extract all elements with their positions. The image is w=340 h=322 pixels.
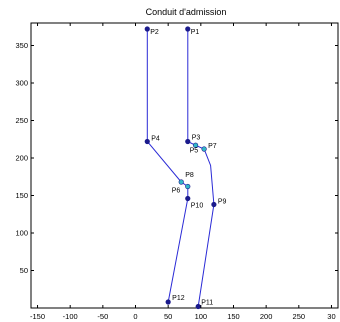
- point-label-p4: P4: [151, 136, 160, 143]
- y-tick-label: 100: [15, 229, 28, 238]
- point-label-p11: P11: [201, 300, 213, 307]
- x-tick-label: 250: [293, 312, 306, 321]
- y-tick-label: 50: [20, 266, 28, 275]
- axis-layer: -150 -100 -50 0 50 100 150 200 250 30 50 100 150 200 2…: [15, 23, 338, 321]
- x-tick-label: 30: [327, 312, 335, 321]
- x-tick-label: 150: [227, 312, 240, 321]
- y-tick-label: 300: [15, 79, 28, 88]
- x-tick-label: 100: [195, 312, 208, 321]
- x-tick-label: -100: [63, 312, 78, 321]
- plot-area: [30, 22, 339, 309]
- point-label-p12: P12: [172, 295, 185, 302]
- point-marker-p2: [144, 26, 150, 32]
- point-marker-p4: [144, 138, 150, 145]
- y-tick-label: 250: [15, 116, 28, 125]
- point-marker-p10: [185, 195, 191, 202]
- x-tick-label: -150: [30, 312, 45, 321]
- marker-layer: P1 P2 P3 P4 P5 P7 P8 P6 P10 P9 P12 P11: [144, 26, 227, 310]
- point-label-p7: P7: [208, 143, 217, 150]
- point-marker-p11: [195, 303, 201, 310]
- x-tick-label: -50: [97, 312, 108, 321]
- chart-title: Conduit d'admission: [146, 7, 227, 17]
- point-label-p10: P10: [191, 203, 204, 210]
- series-line-1: [146, 29, 189, 303]
- y-tick-label: 150: [15, 191, 28, 200]
- point-marker-p12: [165, 299, 171, 305]
- point-label-p9: P9: [218, 199, 227, 206]
- point-label-p3: P3: [192, 135, 201, 142]
- point-label-p8: P8: [185, 172, 194, 179]
- point-marker-p3: [185, 138, 191, 145]
- point-marker-p6: [185, 183, 191, 190]
- point-marker-p5: [193, 142, 199, 148]
- point-label-p5: P5: [190, 147, 199, 154]
- point-marker-p7: [201, 146, 207, 152]
- x-tick-label: 50: [164, 312, 172, 321]
- y-tick-label: 200: [15, 154, 28, 163]
- x-tick-label: 200: [260, 312, 273, 321]
- point-marker-p1: [185, 26, 191, 32]
- y-tick-label: 350: [15, 41, 28, 50]
- point-label-p1: P1: [191, 29, 200, 36]
- point-marker-p8: [178, 179, 184, 185]
- point-label-p2: P2: [150, 29, 159, 36]
- point-label-p6: P6: [172, 188, 181, 195]
- x-tick-label: 0: [133, 312, 137, 321]
- point-marker-p9: [211, 201, 217, 208]
